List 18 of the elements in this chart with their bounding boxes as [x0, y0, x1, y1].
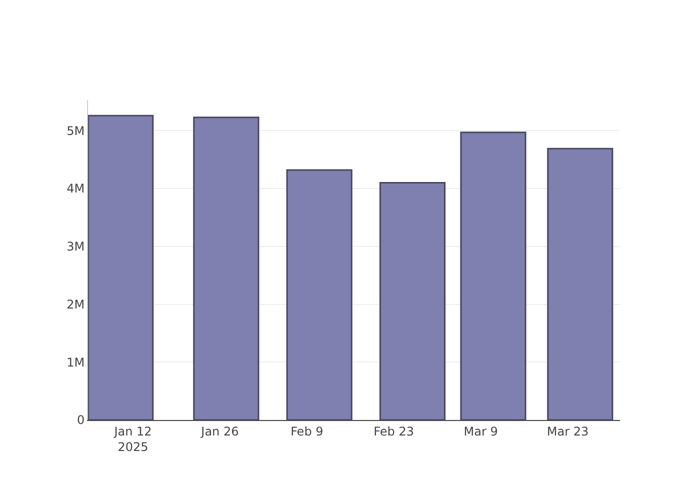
y-tick-label: 0 [76, 413, 85, 428]
y-tick-label: 3M [66, 240, 85, 254]
x-tick-label: Mar 9 [464, 424, 498, 438]
y-tick-label: 4M [66, 182, 85, 196]
y-tick-label: 5M [66, 124, 85, 138]
x-tick-label: Feb 9 [290, 424, 324, 438]
bar [547, 148, 614, 420]
bar [193, 116, 260, 420]
y-tick-label: 2M [66, 297, 85, 312]
y-tick-label: 1M [66, 355, 85, 370]
bar [379, 182, 446, 420]
x-tick-label: Feb 23 [374, 424, 414, 438]
bar [286, 169, 352, 420]
bar [88, 114, 154, 420]
bar [460, 132, 526, 420]
x-tick-label: Jan 12 2025 [113, 424, 152, 454]
x-tick-label: Jan 26 [200, 424, 239, 438]
x-tick-label: Mar 23 [546, 424, 589, 438]
